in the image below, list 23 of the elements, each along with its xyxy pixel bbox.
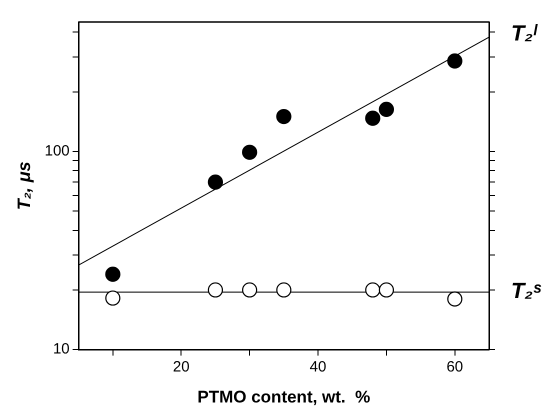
y-tick-label: 10 [52, 340, 70, 358]
x-tick-label: 60 [446, 358, 464, 376]
x-axis-title: PTMO content, wt. % [197, 387, 370, 406]
x-tick-label: 20 [172, 358, 190, 376]
point [378, 102, 394, 117]
point [208, 174, 224, 190]
point [208, 282, 224, 298]
x-tick-label: 40 [310, 358, 326, 376]
point [447, 291, 462, 307]
point [105, 266, 120, 282]
point [365, 282, 380, 298]
point [447, 53, 462, 69]
point [105, 290, 120, 306]
y-axis-title: T₂, μs [14, 161, 34, 210]
y-tick-label: 100 [44, 142, 70, 160]
point [242, 144, 258, 160]
point [378, 282, 394, 298]
point [276, 282, 292, 298]
point [276, 108, 292, 124]
annotation: T₂ˢ [511, 278, 542, 304]
point [365, 110, 380, 126]
point [242, 282, 258, 298]
annotation: T₂ˡ [511, 20, 538, 46]
